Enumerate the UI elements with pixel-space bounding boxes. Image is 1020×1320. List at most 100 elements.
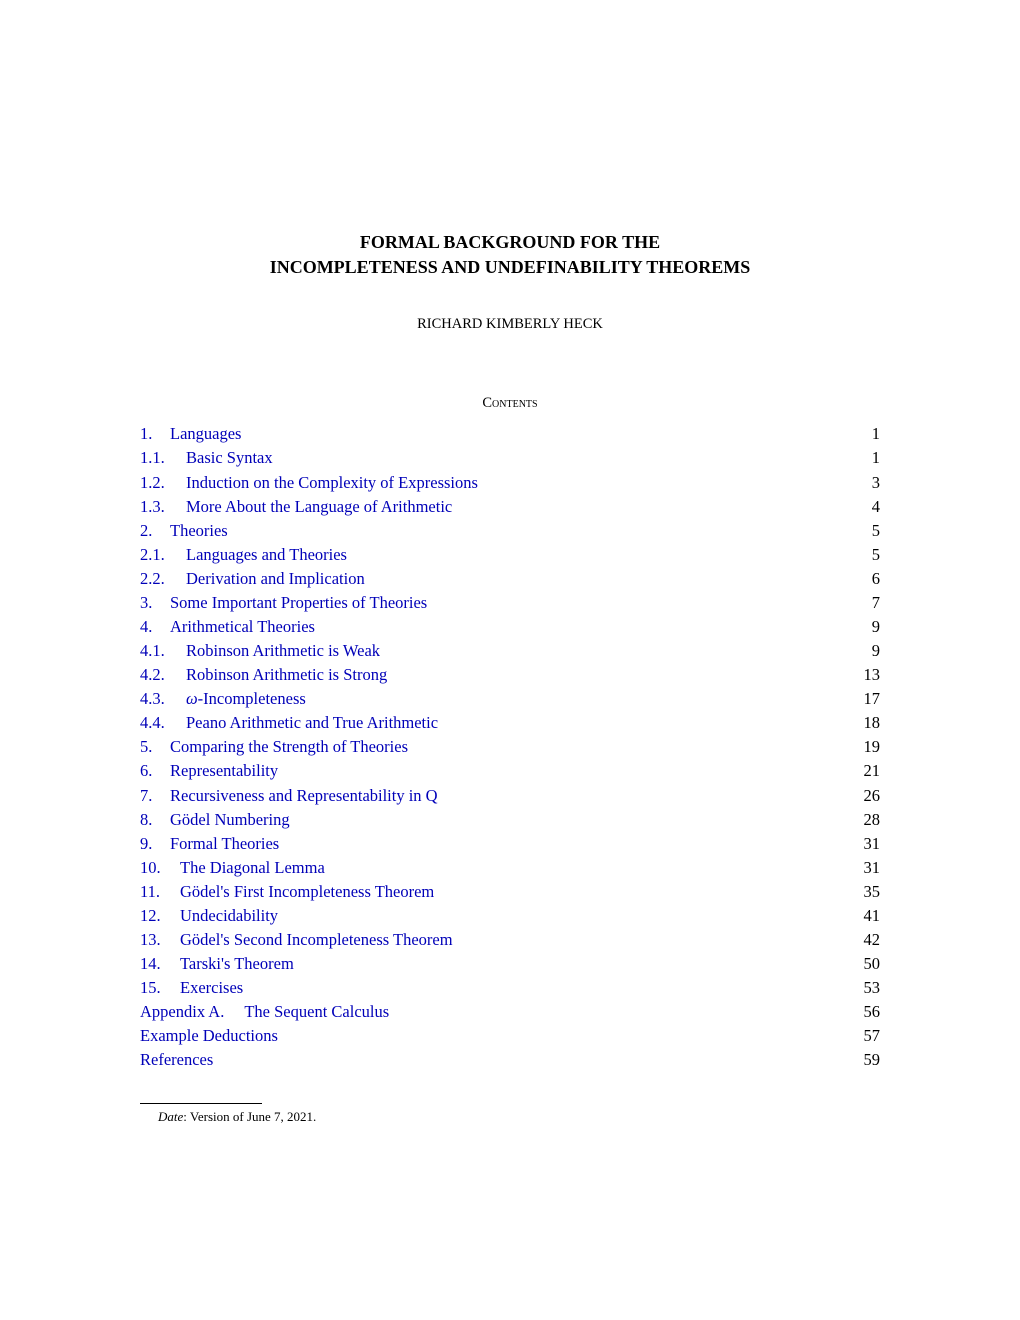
toc-entry-left[interactable]: 4.2.Robinson Arithmetic is Strong: [140, 663, 387, 687]
toc-entry-page: 59: [854, 1048, 880, 1072]
toc-entry-left[interactable]: 2.1.Languages and Theories: [140, 543, 347, 567]
toc-entry-left[interactable]: 3.Some Important Properties of Theories: [140, 591, 427, 615]
toc-entry-page: 7: [854, 591, 880, 615]
toc-row: 1.2.Induction on the Complexity of Expre…: [140, 471, 880, 495]
toc-entry-left[interactable]: 1.Languages: [140, 422, 241, 446]
toc-row: 4.2.Robinson Arithmetic is Strong 13: [140, 663, 880, 687]
toc-entry-page: 41: [854, 904, 880, 928]
toc-entry-label: ω-Incompleteness: [186, 687, 306, 711]
toc-entry-page: 31: [854, 856, 880, 880]
toc-entry-number: 5.: [140, 735, 170, 759]
toc-row: Appendix A.The Sequent Calculus 56: [140, 1000, 880, 1024]
toc-entry-page: 57: [854, 1024, 880, 1048]
toc-entry-left[interactable]: 8.Gödel Numbering: [140, 808, 290, 832]
toc-entry-left[interactable]: 15.Exercises: [140, 976, 243, 1000]
toc-row: 2.2.Derivation and Implication 6: [140, 567, 880, 591]
toc-entry-label: Arithmetical Theories: [170, 615, 315, 639]
toc-entry-label: Gödel's Second Incompleteness Theorem: [180, 928, 453, 952]
toc-row: Example Deductions 57: [140, 1024, 880, 1048]
toc-entry-page: 56: [854, 1000, 880, 1024]
toc-entry-left[interactable]: Appendix A.The Sequent Calculus: [140, 1000, 389, 1024]
toc-entry-page: 28: [854, 808, 880, 832]
toc-entry-page: 42: [854, 928, 880, 952]
toc-entry-left[interactable]: 5.Comparing the Strength of Theories: [140, 735, 408, 759]
toc-row: References 59: [140, 1048, 880, 1072]
toc-row: 12.Undecidability 41: [140, 904, 880, 928]
toc-entry-left[interactable]: 11.Gödel's First Incompleteness Theorem: [140, 880, 434, 904]
toc-entry-number: 4.1.: [140, 639, 186, 663]
toc-entry-left[interactable]: 2.Theories: [140, 519, 228, 543]
toc-entry-label: References: [140, 1048, 213, 1072]
toc-entry-label: Theories: [170, 519, 228, 543]
toc-row: 2.1.Languages and Theories5: [140, 543, 880, 567]
toc-entry-number: 6.: [140, 759, 170, 783]
toc-entry-number: 2.1.: [140, 543, 186, 567]
toc-entry-left[interactable]: 14.Tarski's Theorem: [140, 952, 294, 976]
toc-entry-label: Undecidability: [180, 904, 278, 928]
toc-entry-left[interactable]: 4.4.Peano Arithmetic and True Arithmetic: [140, 711, 438, 735]
toc-entry-left[interactable]: 12.Undecidability: [140, 904, 278, 928]
toc-entry-label: Comparing the Strength of Theories: [170, 735, 408, 759]
toc-entry-label: Formal Theories: [170, 832, 279, 856]
toc-entry-number: 9.: [140, 832, 170, 856]
toc-row: 2.Theories5: [140, 519, 880, 543]
toc-row: 1.Languages1: [140, 422, 880, 446]
toc-entry-label: Languages and Theories: [186, 543, 347, 567]
footnote-date-text: : Version of June 7, 2021.: [183, 1109, 316, 1124]
toc-row: 15.Exercises 53: [140, 976, 880, 1000]
toc-entry-page: 13: [854, 663, 880, 687]
toc-entry-left[interactable]: 4.1.Robinson Arithmetic is Weak: [140, 639, 380, 663]
toc-entry-label: Some Important Properties of Theories: [170, 591, 427, 615]
toc-entry-left[interactable]: 4.3.ω-Incompleteness: [140, 687, 306, 711]
toc-entry-left[interactable]: 1.1.Basic Syntax: [140, 446, 273, 470]
toc-row: 11.Gödel's First Incompleteness Theorem 3…: [140, 880, 880, 904]
toc-entry-label: Recursiveness and Representability in Q: [170, 784, 438, 808]
toc-entry-page: 53: [854, 976, 880, 1000]
toc-entry-left[interactable]: 7.Recursiveness and Representability in …: [140, 784, 438, 808]
toc-entry-number: 2.: [140, 519, 170, 543]
toc-row: 9.Formal Theories31: [140, 832, 880, 856]
toc-entry-number: Appendix A.: [140, 1000, 224, 1024]
toc-entry-number: 4.: [140, 615, 170, 639]
toc-entry-left[interactable]: 4.Arithmetical Theories: [140, 615, 315, 639]
toc-row: 13.Gödel's Second Incompleteness Theorem…: [140, 928, 880, 952]
toc-entry-number: 4.2.: [140, 663, 186, 687]
toc-entry-page: 21: [854, 759, 880, 783]
toc-entry-label: Induction on the Complexity of Expressio…: [186, 471, 478, 495]
toc-entry-left[interactable]: 1.3.More About the Language of Arithmeti…: [140, 495, 452, 519]
toc-entry-page: 35: [854, 880, 880, 904]
toc-row: 1.3.More About the Language of Arithmeti…: [140, 495, 880, 519]
toc-entry-left[interactable]: 9.Formal Theories: [140, 832, 279, 856]
toc-entry-left[interactable]: 6.Representability: [140, 759, 278, 783]
footnote-area: Date: Version of June 7, 2021.: [140, 1103, 700, 1125]
toc-entry-page: 9: [854, 639, 880, 663]
toc-entry-page: 6: [854, 567, 880, 591]
document-title: FORMAL BACKGROUND FOR THE INCOMPLETENESS…: [140, 230, 880, 280]
title-line-2: INCOMPLETENESS AND UNDEFINABILITY THEORE…: [270, 257, 751, 277]
footnote-date-label: Date: [158, 1109, 183, 1124]
toc-entry-number: 12.: [140, 904, 180, 928]
toc-entry-left[interactable]: References: [140, 1048, 213, 1072]
toc-entry-number: 4.4.: [140, 711, 186, 735]
toc-entry-left[interactable]: 1.2.Induction on the Complexity of Expre…: [140, 471, 478, 495]
toc-row: 4.Arithmetical Theories9: [140, 615, 880, 639]
toc-entry-page: 17: [854, 687, 880, 711]
toc-entry-page: 50: [854, 952, 880, 976]
toc-entry-number: 4.3.: [140, 687, 186, 711]
toc-entry-label: Exercises: [180, 976, 243, 1000]
toc-entry-page: 3: [854, 471, 880, 495]
toc-entry-label: Gödel's First Incompleteness Theorem: [180, 880, 434, 904]
toc-entry-left[interactable]: Example Deductions: [140, 1024, 278, 1048]
toc-entry-left[interactable]: 13.Gödel's Second Incompleteness Theorem: [140, 928, 453, 952]
toc-entry-label: Representability: [170, 759, 278, 783]
toc-entry-label: More About the Language of Arithmetic: [186, 495, 452, 519]
toc-entry-page: 26: [854, 784, 880, 808]
toc-entry-number: 8.: [140, 808, 170, 832]
toc-entry-left[interactable]: 2.2.Derivation and Implication: [140, 567, 365, 591]
toc-entry-number: 11.: [140, 880, 180, 904]
toc-entry-label: Robinson Arithmetic is Strong: [186, 663, 387, 687]
toc-entry-left[interactable]: 10.The Diagonal Lemma: [140, 856, 325, 880]
toc-entry-label: Robinson Arithmetic is Weak: [186, 639, 380, 663]
toc-entry-label: Peano Arithmetic and True Arithmetic: [186, 711, 438, 735]
toc-row: 14.Tarski's Theorem 50: [140, 952, 880, 976]
